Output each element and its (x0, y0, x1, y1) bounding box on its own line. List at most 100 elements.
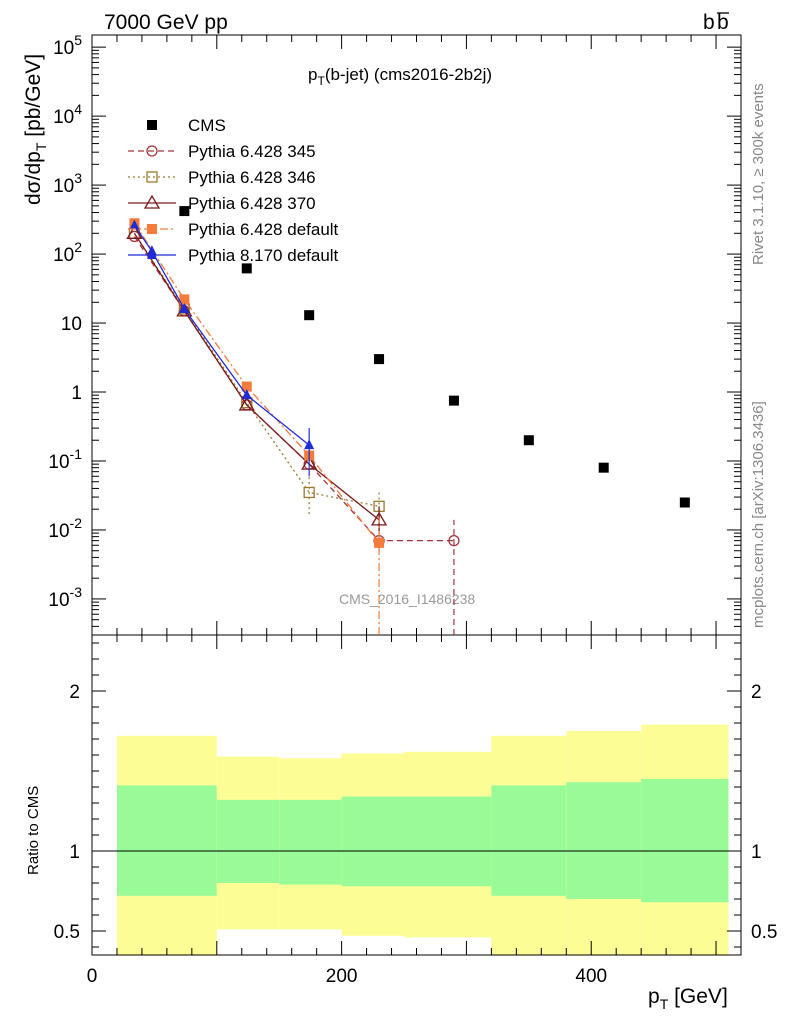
series-line-4 (133, 222, 380, 544)
ratio-green-band-0 (116, 785, 217, 896)
y-tick-label-base: 10 (48, 590, 69, 611)
ratio-y-tick-label: 0.5 (54, 922, 80, 943)
xlabel-main: p (648, 985, 660, 1008)
ratio-green-band-2 (279, 799, 342, 885)
y-tick-label-base: 10 (61, 314, 82, 335)
legend-item-0: CMS (147, 116, 226, 135)
legend-marker (147, 249, 157, 259)
legend-label: Pythia 8.170 default (188, 246, 339, 265)
legend-marker (146, 171, 158, 183)
data-point (179, 302, 190, 313)
legend-item-4: Pythia 6.428 default (128, 220, 339, 239)
y-tick-label-base: 10 (48, 452, 69, 473)
legend-label: CMS (188, 116, 226, 135)
data-point (374, 537, 385, 548)
y-tick-label-base: 10 (53, 176, 74, 197)
y-tick-label-base: 10 (53, 245, 74, 266)
chart-title: pT(b-jet) (cms2016-2b2j) (308, 65, 492, 88)
x-tick-label: 200 (326, 966, 358, 987)
ratio-y-tick-label-right: 1 (751, 842, 762, 863)
ratio-y-tick-label-right: 2 (751, 682, 762, 703)
ratio-green-band-6 (566, 782, 642, 899)
main-y-axis-label: dσ/dpT [pb/GeV] (22, 54, 49, 205)
analysis-id: CMS_2016_I1486238 (339, 591, 475, 607)
xlabel-sub: T (660, 996, 669, 1012)
series-4 (129, 218, 385, 635)
process-bbar: b (717, 11, 729, 34)
xlabel-rest: [GeV] (668, 985, 728, 1008)
data-point (179, 294, 190, 305)
data-point (241, 389, 252, 400)
collision-label: 7000 GeV pp (104, 11, 228, 34)
data-point (523, 435, 534, 446)
ratio-y-tick-label: 1 (69, 842, 80, 863)
y-tick-label: 105 (53, 32, 82, 59)
legend-marker (146, 145, 158, 157)
y-tick-label: 103 (53, 170, 82, 197)
y-tick-label-exp: 2 (74, 239, 82, 255)
y-tick-label: 1 (71, 383, 82, 404)
x-tick-label: 0 (87, 966, 98, 987)
series-line-3 (133, 232, 380, 521)
x-axis-label: pT [GeV] (648, 985, 728, 1012)
y-tick-label-exp: -1 (70, 446, 83, 462)
legend-label: Pythia 6.428 346 (188, 168, 316, 187)
legend-item-5: Pythia 8.170 default (128, 246, 339, 265)
ratio-green-band-3 (341, 796, 405, 887)
series-layer (126, 206, 690, 635)
x-tick-label: 400 (575, 966, 607, 987)
legend-item-1: Pythia 6.428 345 (128, 142, 316, 161)
data-point (179, 206, 190, 217)
data-point (126, 225, 143, 239)
legend-item-2: Pythia 6.428 346 (128, 168, 316, 187)
ratio-y-axis-label: Ratio to CMS (25, 786, 42, 875)
ratio-green-band-5 (491, 785, 567, 896)
y-tick-label-base: 10 (53, 38, 74, 59)
ylabel-sub: T (33, 142, 49, 151)
ratio-green-band-4 (404, 796, 492, 887)
rivet-label: Rivet 3.1.10, ≥ 300k events (750, 83, 767, 265)
ratio-y-tick-label-right: 0.5 (751, 922, 777, 943)
y-tick-label-base: 1 (71, 383, 82, 404)
y-tick-label: 10-3 (48, 584, 82, 611)
legend-label: Pythia 6.428 default (188, 220, 339, 239)
data-point (303, 486, 315, 499)
series-line-1 (133, 236, 454, 542)
data-point (241, 263, 252, 274)
y-tick-label-base: 10 (48, 521, 69, 542)
title-main: p (308, 65, 317, 84)
data-point (448, 534, 460, 547)
legend-label: Pythia 6.428 345 (188, 142, 316, 161)
legend-marker (147, 224, 157, 234)
y-tick-label-exp: 3 (74, 170, 82, 186)
y-tick-label-exp: 5 (74, 32, 82, 48)
y-tick-label-base: 10 (53, 107, 74, 128)
y-tick-label: 104 (53, 101, 82, 128)
series-line-2 (133, 232, 380, 507)
y-tick-label-exp: -3 (70, 584, 83, 600)
data-point (176, 302, 193, 317)
legend-marker (147, 120, 157, 130)
ylabel-main: dσ/dp (22, 151, 45, 205)
data-point (374, 354, 385, 365)
data-point (304, 439, 315, 450)
series-3 (126, 225, 388, 537)
ratio-bands (92, 724, 741, 955)
legend: CMS Pythia 6.428 345 Pythia 6.428 346 Pythi… (128, 116, 339, 265)
legend-marker (143, 194, 161, 209)
y-tick-label: 10-1 (48, 446, 82, 473)
data-point (679, 497, 690, 508)
y-tick-label-exp: -2 (70, 515, 83, 531)
process-label: b b (703, 11, 729, 34)
y-tick-label: 10 (61, 314, 82, 335)
ratio-green-band-1 (216, 799, 280, 883)
process-b: b (703, 11, 715, 34)
ylabel-rest: [pb/GeV] (22, 54, 45, 143)
data-point (304, 310, 315, 321)
data-point (238, 396, 255, 411)
legend-label: Pythia 6.428 370 (188, 194, 316, 213)
legend-item-3: Pythia 6.428 370 (128, 194, 316, 213)
title-sub: T (317, 74, 325, 88)
